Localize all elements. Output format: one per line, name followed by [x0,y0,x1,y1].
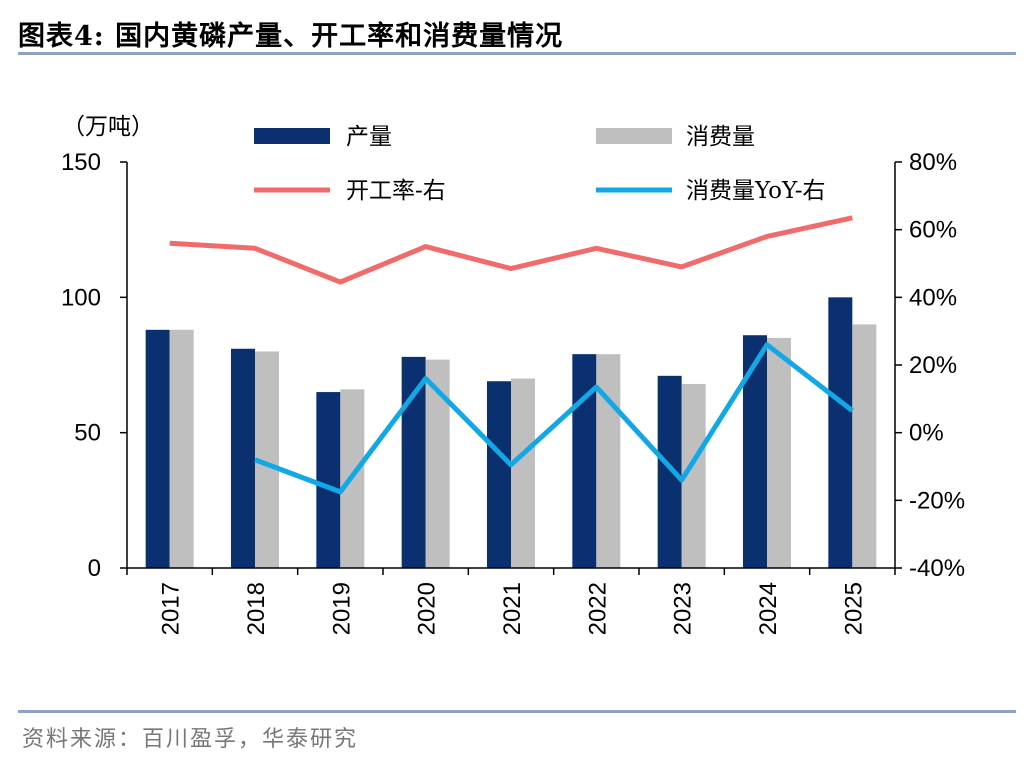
legend-label-0: 产量 [346,124,392,150]
bar-production-2024 [743,335,767,568]
line-utilization-rate [169,215,853,285]
axes-group: 0 50 100 150 -40% -20% 0% 20% 40% 60% 80% 2017 2018 2… [61,114,965,635]
bar-consumption-2025 [852,324,877,568]
left-tick-label: 0 [88,555,101,582]
right-tick-label: 20% [909,352,957,379]
bar-consumption-2024 [767,337,791,568]
x-tick-label-2017: 2017 [158,582,185,635]
legend-label-2: 开工率-右 [346,178,446,204]
bar-production-2025 [828,297,853,568]
bar-consumption-2022 [596,354,621,568]
chart-title: 图表4: 国内黄磷产量、开工率和消费量情况 [18,21,564,52]
right-tick-label: 60% [909,217,957,244]
legend-label-1: 消费量 [686,124,755,150]
lines-group [169,215,854,495]
x-tick-label-2020: 2020 [414,582,441,635]
right-tick-label: 0% [909,420,944,447]
legend-swatch-0 [254,128,330,144]
left-tick-label: 150 [61,149,101,176]
x-tick-label-2019: 2019 [328,582,355,635]
legend-swatch-1 [596,128,672,144]
bar-production-2020 [401,356,426,568]
right-tick-label: -40% [909,555,965,582]
x-tick-label-2024: 2024 [755,582,782,635]
x-tick-label-2021: 2021 [499,582,526,635]
bar-production-2019 [316,392,341,568]
right-tick-label: 80% [909,149,957,176]
right-tick-label: 40% [909,284,957,311]
bars-group [145,297,877,568]
right-tick-label: -20% [909,487,965,514]
left-axis-unit: （万吨） [62,114,154,140]
bar-production-2023 [657,375,682,568]
left-tick-label: 50 [74,420,101,447]
bottom-divider [18,710,1016,713]
bar-production-2021 [487,381,511,568]
bar-consumption-2017 [169,329,194,568]
chart-area: 0 50 100 150 -40% -20% 0% 20% 40% 60% 80% 2017 2018 2… [61,114,965,635]
left-tick-label: 100 [61,284,101,311]
x-tick-label-2025: 2025 [840,582,867,635]
x-tick-label-2022: 2022 [584,582,611,635]
bar-consumption-2020 [425,359,450,568]
bar-production-2017 [145,329,170,568]
top-divider [18,52,1016,55]
bar-production-2022 [572,354,597,568]
bar-consumption-2021 [511,378,535,568]
x-tick-label-2018: 2018 [243,582,270,635]
line-consumption-yoy [254,342,854,495]
legend-label-3: 消费量YoY-右 [686,178,825,204]
x-tick-label-2023: 2023 [670,582,697,635]
source-note: 资料来源：百川盈孚，华泰研究 [22,727,359,752]
bar-production-2018 [231,348,255,568]
